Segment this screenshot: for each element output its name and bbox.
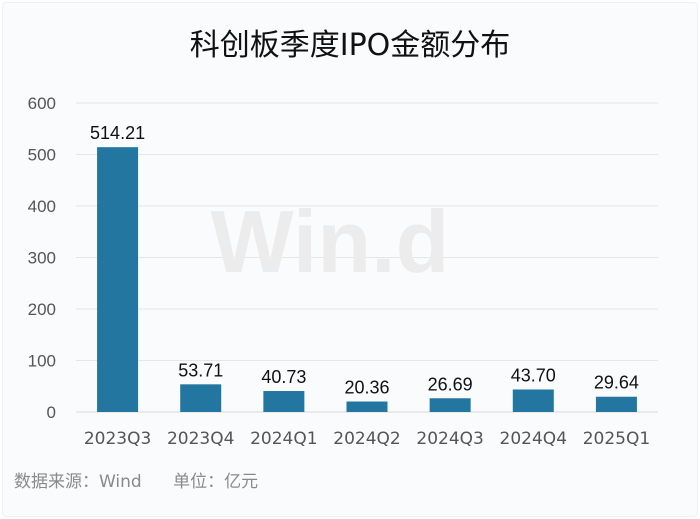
- x-tick-label: 2024Q2: [333, 429, 400, 449]
- x-tick-label: 2023Q4: [167, 429, 234, 449]
- bar: [429, 398, 471, 412]
- watermark: Win.d: [211, 192, 450, 291]
- x-tick-label: 2024Q1: [250, 429, 317, 449]
- chart-title: 科创板季度IPO金额分布: [189, 28, 511, 63]
- data-label: 26.69: [428, 374, 473, 394]
- unit-note: 单位：亿元: [173, 472, 259, 492]
- y-tick-label: 300: [28, 249, 56, 268]
- footer: 数据来源：Wind 单位：亿元: [14, 467, 284, 492]
- bar: [263, 391, 305, 412]
- data-label: 43.70: [511, 365, 556, 385]
- bar: [97, 147, 139, 412]
- y-tick-label: 600: [28, 94, 56, 113]
- x-tick-label: 2024Q3: [416, 429, 483, 449]
- bar: [180, 384, 222, 412]
- data-label: 53.71: [178, 360, 223, 380]
- bar: [512, 389, 554, 412]
- y-tick-label: 400: [28, 197, 56, 216]
- y-tick-label: 500: [28, 146, 56, 165]
- data-label: 40.73: [261, 367, 306, 387]
- x-tick-label: 2023Q3: [84, 429, 151, 449]
- x-tick-label: 2024Q4: [500, 429, 567, 449]
- y-tick-label: 100: [28, 352, 56, 371]
- x-tick-label: 2025Q1: [583, 429, 650, 449]
- bar: [346, 401, 388, 412]
- data-label: 20.36: [344, 378, 389, 398]
- data-label: 514.21: [90, 123, 145, 143]
- data-label: 29.64: [594, 373, 639, 393]
- source-note: 数据来源：Wind: [14, 472, 142, 492]
- y-tick-label: 200: [28, 300, 56, 319]
- y-tick-label: 0: [47, 403, 56, 422]
- bar: [595, 396, 637, 412]
